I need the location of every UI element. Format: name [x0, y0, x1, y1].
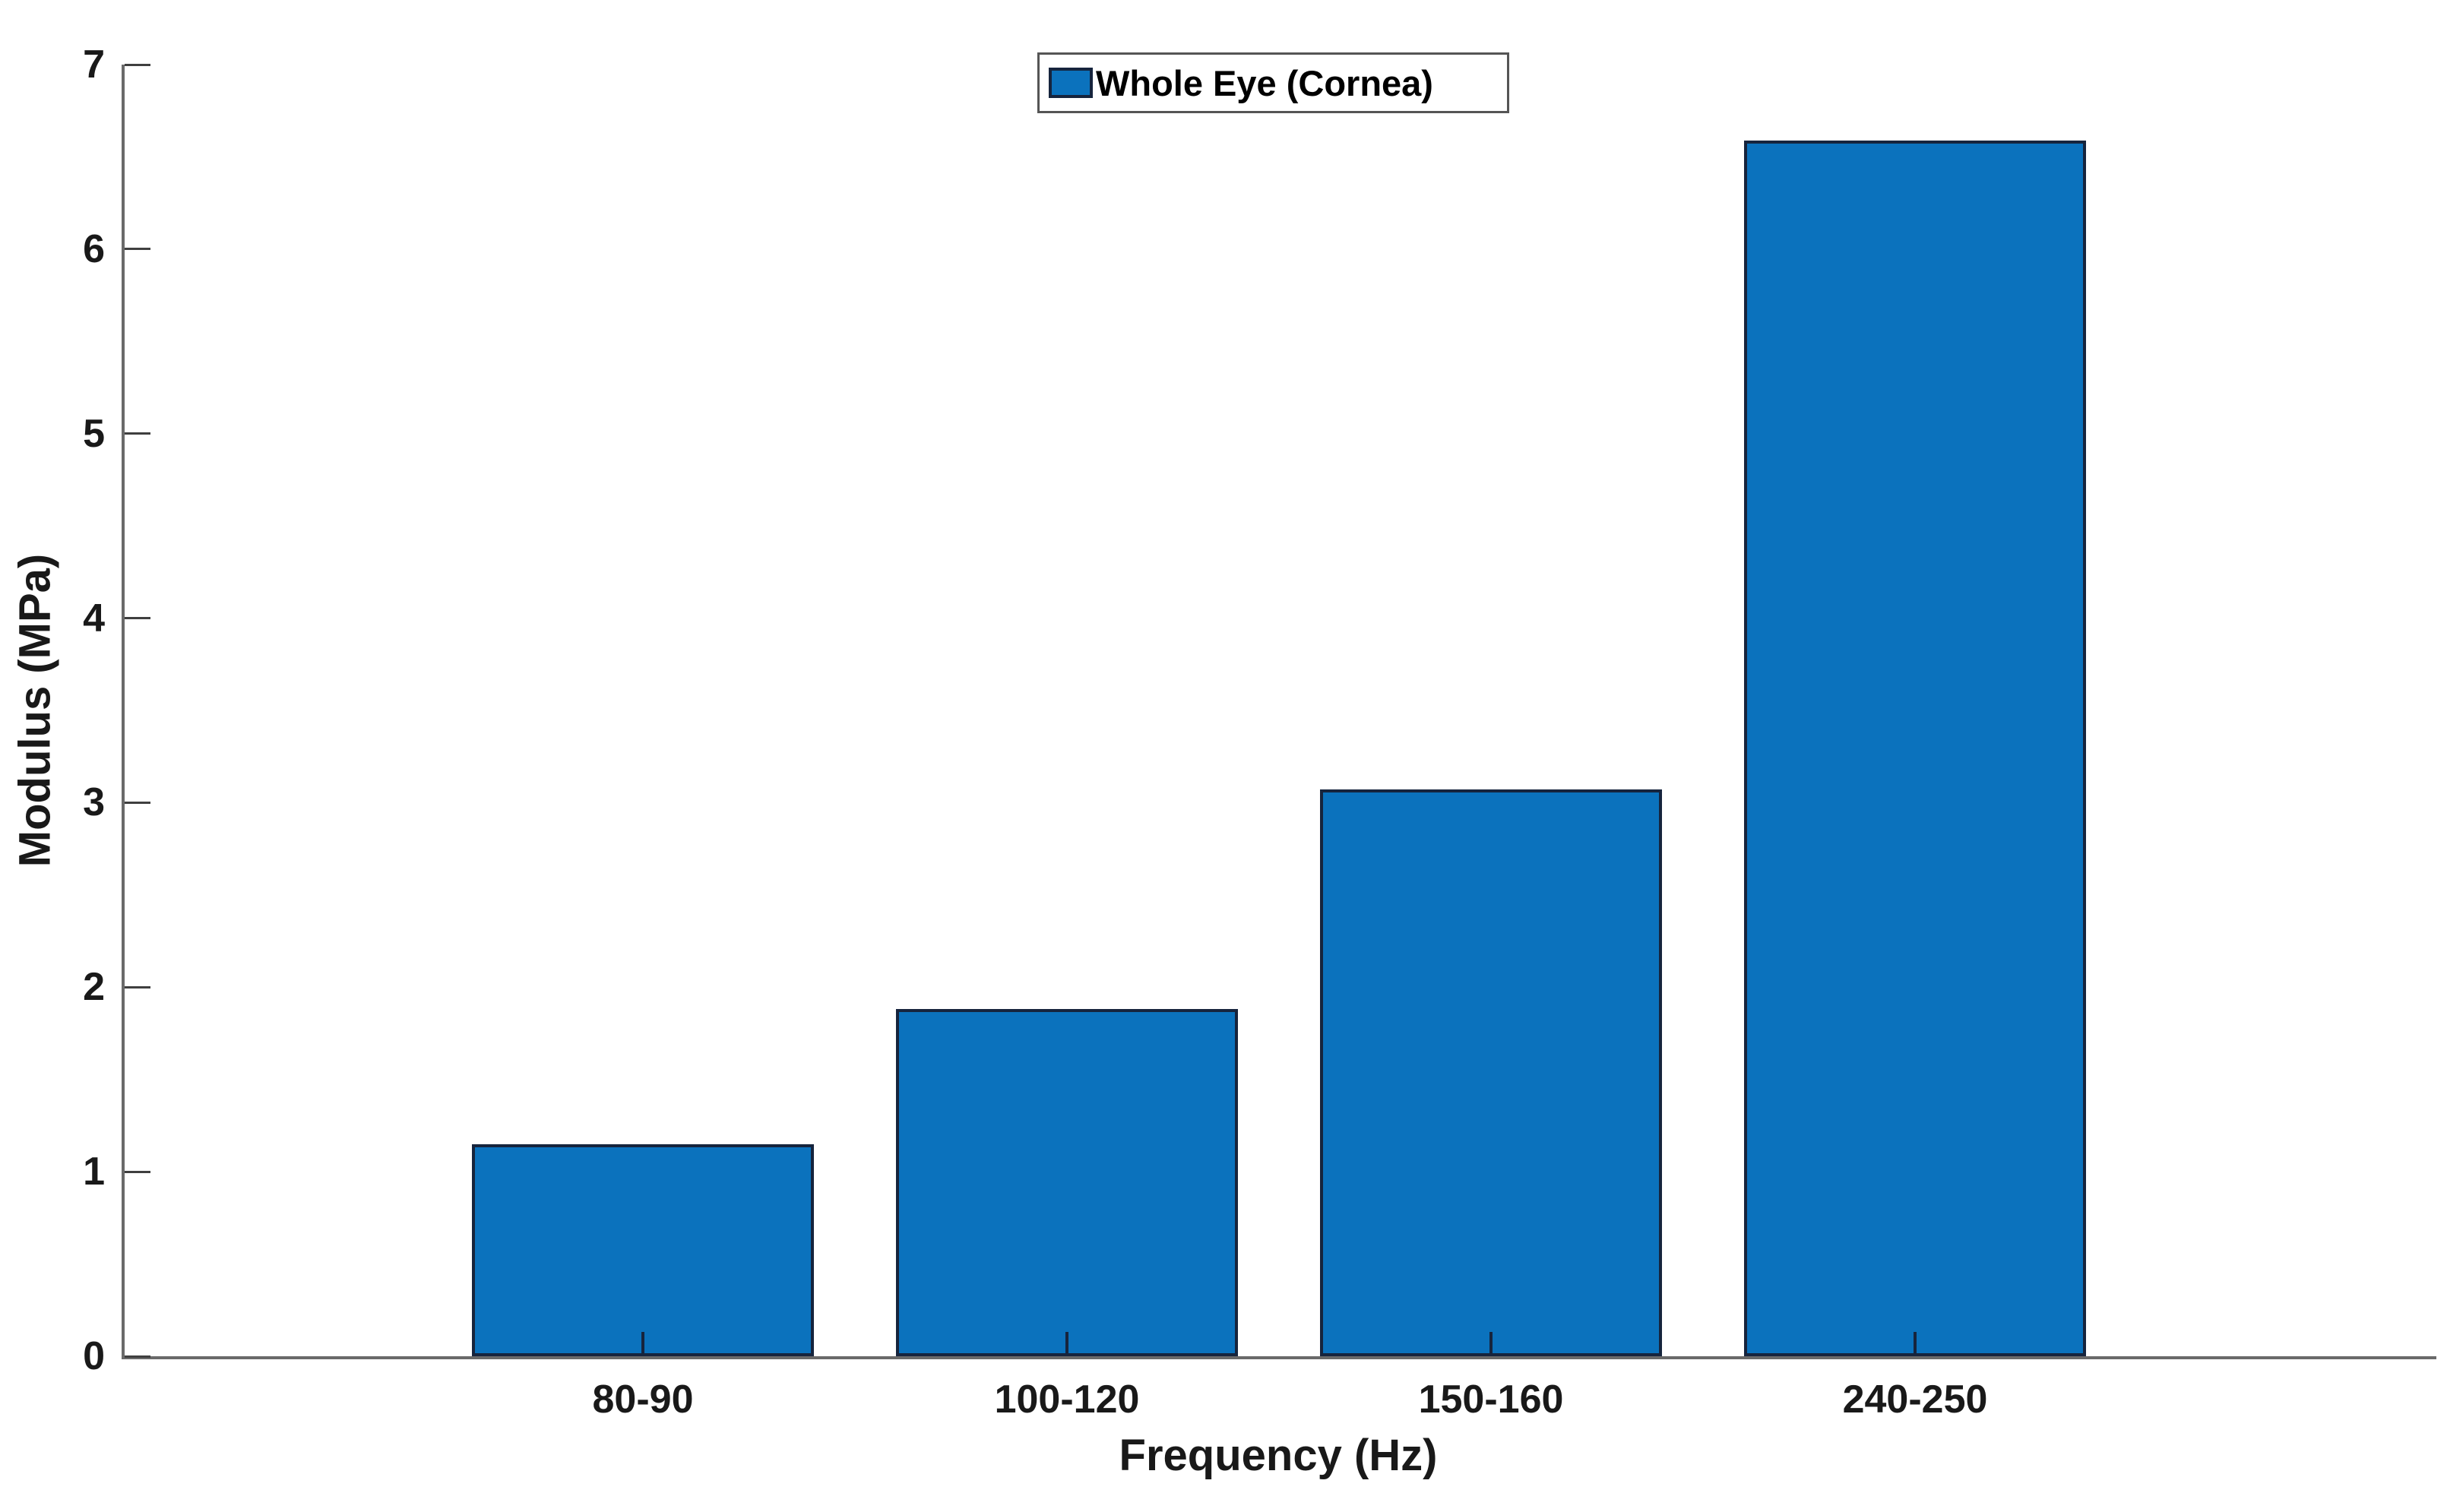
x-axis-line — [122, 1356, 2436, 1359]
y-tick-mark — [125, 432, 150, 435]
legend-swatch-icon — [1049, 68, 1093, 98]
y-tick-mark — [125, 63, 150, 66]
x-tick-mark — [1914, 1332, 1917, 1356]
y-axis-title: Modulus (MPa) — [10, 553, 60, 868]
legend: Whole Eye (Cornea) — [1037, 52, 1509, 113]
x-axis-title: Frequency (Hz) — [1119, 1431, 1438, 1480]
y-tick-label: 2 — [83, 965, 105, 1010]
x-tick-label: 80-90 — [592, 1378, 694, 1422]
bar-100-120 — [896, 1009, 1238, 1356]
x-tick-mark — [1489, 1332, 1493, 1356]
y-tick-label: 6 — [83, 226, 105, 271]
y-tick-mark — [125, 801, 150, 804]
y-tick-label: 4 — [83, 596, 105, 641]
y-tick-label: 7 — [83, 43, 105, 87]
y-tick-label: 1 — [83, 1150, 105, 1194]
y-tick-mark — [125, 248, 150, 251]
y-tick-mark — [125, 1355, 150, 1358]
y-tick-mark — [125, 1170, 150, 1173]
y-tick-label: 5 — [83, 411, 105, 456]
x-tick-label: 150-160 — [1418, 1378, 1564, 1422]
y-tick-mark — [125, 985, 150, 988]
x-tick-mark — [1065, 1332, 1068, 1356]
x-tick-label: 100-120 — [994, 1378, 1140, 1422]
y-tick-label: 0 — [83, 1334, 105, 1378]
bar-240-250 — [1744, 140, 2086, 1356]
x-tick-mark — [641, 1332, 644, 1356]
bar-150-160 — [1320, 789, 1662, 1356]
y-tick-mark — [125, 617, 150, 620]
bar-80-90 — [472, 1143, 814, 1356]
x-tick-label: 240-250 — [1842, 1378, 1988, 1422]
y-tick-label: 3 — [83, 780, 105, 825]
legend-label: Whole Eye (Cornea) — [1096, 62, 1433, 103]
y-axis-line — [122, 65, 125, 1359]
